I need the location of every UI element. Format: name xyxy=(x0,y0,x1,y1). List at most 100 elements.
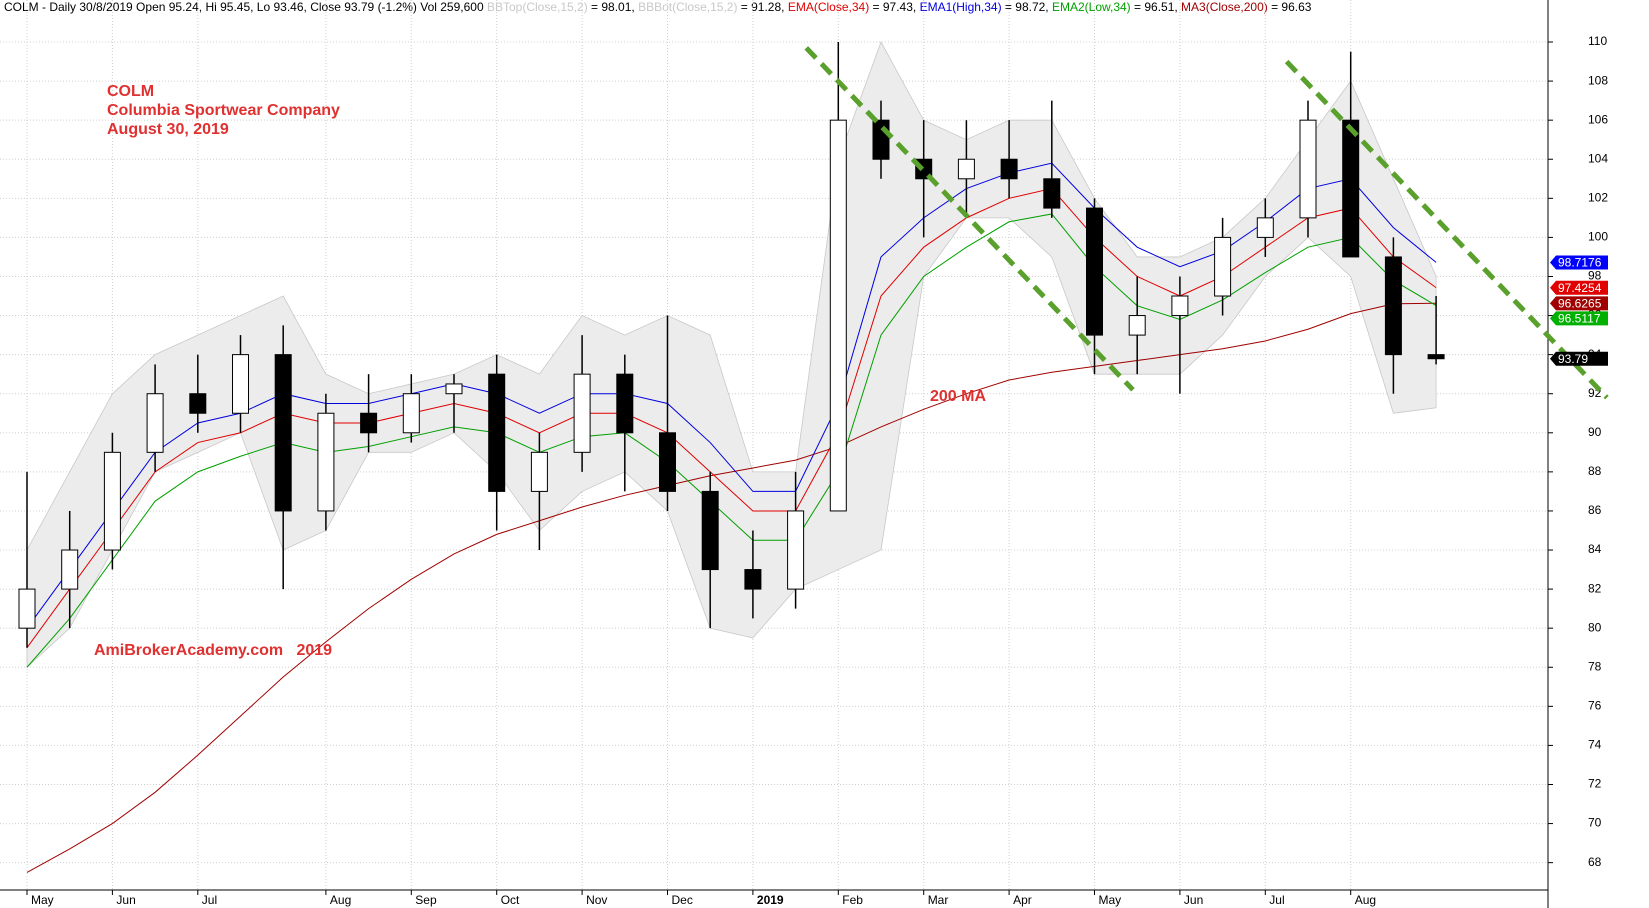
candle-body xyxy=(18,588,36,629)
x-tick-label: Apr xyxy=(1013,893,1032,907)
candle-body xyxy=(1342,119,1360,258)
candle-body xyxy=(1128,315,1146,336)
candle-body xyxy=(616,373,634,434)
price-label: 93.79 xyxy=(1558,352,1588,366)
x-tick-label: Jul xyxy=(1269,893,1284,907)
trendline xyxy=(1284,59,1609,400)
candle-body xyxy=(360,412,378,434)
x-tick-label: Jul xyxy=(202,893,217,907)
candle-body xyxy=(1043,178,1061,209)
candle-body xyxy=(1427,354,1445,360)
candle-body xyxy=(146,393,164,453)
candle-body xyxy=(573,373,591,453)
candle-body xyxy=(872,119,890,160)
header-segment: MA3(Close,200) xyxy=(1181,0,1268,14)
annotation: Columbia Sportwear Company xyxy=(107,102,340,119)
x-tick-label: Feb xyxy=(842,893,863,907)
candle-body xyxy=(274,354,292,512)
annotation: COLM xyxy=(107,83,154,100)
header-segment: COLM - Daily 30/8/2019 Open 95.24, Hi 95… xyxy=(4,0,487,14)
price-label-box xyxy=(1550,255,1608,270)
candle-body xyxy=(189,393,207,414)
candle-body xyxy=(701,490,719,571)
price-label-box xyxy=(1550,296,1608,311)
x-tick-label: Aug xyxy=(330,893,351,907)
y-tick-label: 72 xyxy=(1588,777,1602,791)
candle-body xyxy=(488,373,506,492)
y-tick-label: 76 xyxy=(1588,699,1602,713)
y-tick-label: 100 xyxy=(1588,230,1608,244)
candle-body xyxy=(61,549,79,590)
candle-body xyxy=(787,510,805,590)
y-tick-label: 70 xyxy=(1588,816,1602,830)
candle-body xyxy=(103,451,121,551)
candle-body xyxy=(317,412,335,512)
candle-body xyxy=(1086,207,1103,336)
header-segment: EMA2(Low,34) xyxy=(1052,0,1131,14)
header-segment: BBBot(Close,15,2) xyxy=(638,0,737,14)
x-tick-label: Jun xyxy=(116,893,135,907)
candle-body xyxy=(1214,236,1232,297)
y-tick-label: 86 xyxy=(1588,503,1602,517)
candle-body xyxy=(445,383,463,395)
annotation: AmiBrokerAcademy.com 2019 xyxy=(94,642,332,659)
y-tick-label: 88 xyxy=(1588,464,1602,478)
y-tick-label: 106 xyxy=(1588,112,1608,126)
candle-body xyxy=(1299,119,1317,219)
price-label-box xyxy=(1550,280,1608,295)
x-tick-label: Dec xyxy=(672,893,693,907)
header-segment: EMA1(High,34) xyxy=(920,0,1002,14)
price-label-box xyxy=(1550,351,1608,366)
price-label: 97.4254 xyxy=(1558,281,1602,295)
y-tick-label: 68 xyxy=(1588,855,1602,869)
y-tick-label: 98 xyxy=(1588,269,1602,283)
candle-body xyxy=(1256,217,1274,238)
x-tick-label: Nov xyxy=(586,893,607,907)
candle-body xyxy=(1000,158,1018,180)
bollinger-band xyxy=(26,41,1437,669)
y-tick-label: 108 xyxy=(1588,73,1608,87)
ma-line xyxy=(26,213,1437,668)
candle-body xyxy=(1384,256,1402,356)
candle-body xyxy=(659,432,676,492)
annotation: August 30, 2019 xyxy=(107,121,229,138)
x-tick-label: May xyxy=(31,893,54,907)
price-label-box xyxy=(1550,311,1608,326)
candle-body xyxy=(530,451,548,492)
ma-line xyxy=(26,162,1437,629)
header-segment: BBTop(Close,15,2) xyxy=(487,0,588,14)
y-tick-label: 82 xyxy=(1588,581,1602,595)
y-tick-label: 80 xyxy=(1588,620,1602,634)
candle-body xyxy=(744,569,762,590)
annotation: 200 MA xyxy=(930,388,986,405)
y-tick-label: 102 xyxy=(1588,190,1608,204)
y-tick-label: 84 xyxy=(1588,542,1602,556)
price-label: 98.7176 xyxy=(1558,256,1602,270)
price-label: 96.6265 xyxy=(1558,296,1602,310)
x-tick-label: Sep xyxy=(415,893,437,907)
y-tick-label: 110 xyxy=(1588,34,1607,48)
ma-line xyxy=(26,187,1437,649)
header-segment: = 96.63 xyxy=(1268,0,1312,14)
y-tick-label: 90 xyxy=(1588,425,1602,439)
x-tick-label: Oct xyxy=(501,893,520,907)
y-tick-label: 78 xyxy=(1588,659,1602,673)
header-segment: = 98.72, xyxy=(1002,0,1052,14)
candle-body xyxy=(1171,295,1189,317)
x-tick-label: Mar xyxy=(928,893,949,907)
candle-body xyxy=(232,354,249,414)
header-segment: EMA(Close,34) xyxy=(788,0,869,14)
candle-body xyxy=(402,393,420,434)
x-tick-label: 2019 xyxy=(757,893,784,907)
candle-body xyxy=(957,158,975,180)
header-segment: = 96.51, xyxy=(1131,0,1181,14)
y-tick-label: 104 xyxy=(1588,151,1608,165)
ma-line xyxy=(26,302,1437,873)
x-tick-label: Aug xyxy=(1355,893,1376,907)
header-segment: = 98.01, xyxy=(588,0,638,14)
price-label: 96.5117 xyxy=(1558,311,1601,325)
trendline xyxy=(804,46,1135,392)
candle-body xyxy=(829,119,847,512)
header-segment: = 91.28, xyxy=(737,0,787,14)
